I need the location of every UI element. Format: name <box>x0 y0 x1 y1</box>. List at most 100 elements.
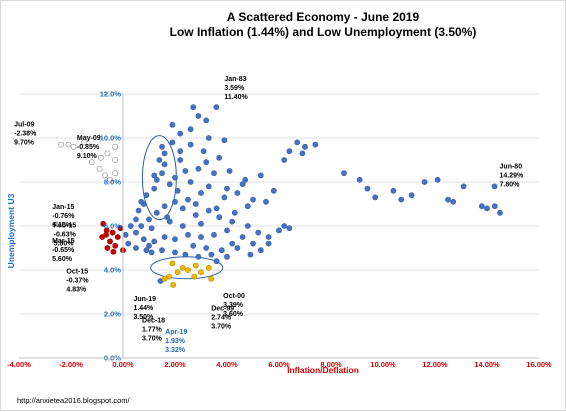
point-main <box>153 176 160 183</box>
point-main <box>187 126 194 133</box>
point-main <box>203 245 210 251</box>
point-main <box>408 192 415 199</box>
point-deflation <box>104 150 111 157</box>
annotation-line: Jan-15 <box>52 204 74 211</box>
annotation-label: Dec-18 1.77% 3.70% <box>142 318 165 343</box>
point-deflation <box>112 143 119 150</box>
point-main <box>161 150 168 157</box>
point-main <box>190 242 197 249</box>
annotation-line: 5.80% <box>54 240 75 247</box>
point-main <box>216 214 223 221</box>
point-main <box>166 218 173 225</box>
point-main <box>205 183 212 190</box>
y-tick-label: 8.0% <box>104 178 121 187</box>
annotation-line: -0.85% <box>77 144 100 151</box>
annotations: Jan-83 3.59% 11.40% Jul-09 -2.38% 9.70% May-09… <box>14 76 524 354</box>
x-tick-label: 2.00% <box>164 360 186 369</box>
annotation-line: 5.60% <box>52 256 73 263</box>
point-deflation <box>112 157 119 163</box>
point-main <box>265 240 272 247</box>
annotation-line: Apr-19 <box>165 329 187 336</box>
point-main <box>146 216 152 223</box>
point-main <box>491 183 498 190</box>
point-main <box>364 185 371 192</box>
point-recent <box>205 264 212 271</box>
chart-subtitle: Low Inflation (1.44%) and Low Unemployme… <box>170 25 477 39</box>
point-main <box>169 121 176 128</box>
annotation-label: Apr-19 1.93% 3.32% <box>165 329 187 354</box>
annotation-line: 1.44% <box>133 305 154 312</box>
point-main <box>198 220 204 227</box>
point-deflation <box>112 170 119 177</box>
x-tick-label: 12.00% <box>422 360 448 369</box>
point-main <box>216 154 223 161</box>
point-recent <box>191 273 198 280</box>
y-tick-label: 12.0% <box>100 90 122 99</box>
point-main <box>143 247 150 254</box>
point-main <box>148 249 155 256</box>
point-main <box>257 247 264 254</box>
ellipse-cluster-high <box>141 135 177 221</box>
annotation-label: Jan-15 -0.76% 6.10% <box>52 204 75 229</box>
point-recent <box>169 260 176 267</box>
point-main <box>211 170 217 177</box>
annotation-line: 3.70% <box>211 324 232 331</box>
annotation-line: 14.29% <box>500 172 525 179</box>
point-main <box>177 157 184 163</box>
x-tick-label: 6.00% <box>268 360 290 369</box>
point-main <box>159 247 165 254</box>
point-main <box>187 141 194 148</box>
y-tick-label: 2.0% <box>104 310 121 319</box>
annotation-line: Oct-15 <box>66 269 88 276</box>
point-main <box>177 130 184 137</box>
point-main <box>213 104 220 111</box>
point-main <box>229 240 236 247</box>
point-main <box>164 214 171 221</box>
annotation-line: 11.40% <box>224 94 248 101</box>
point-main <box>265 234 272 240</box>
point-deflation <box>107 176 113 183</box>
point-main <box>133 216 139 223</box>
point-main <box>221 137 228 144</box>
point-main <box>153 209 160 216</box>
point-main <box>242 176 249 183</box>
point-main <box>177 148 184 155</box>
y-tick-label: 10.0% <box>100 134 122 143</box>
annotation-line: -0.76% <box>52 213 75 220</box>
point-main <box>390 187 397 194</box>
point-main <box>213 258 220 265</box>
annotation-line: 3.70% <box>142 336 163 343</box>
point-main <box>166 181 173 188</box>
x-tick-label: 10.00% <box>370 360 396 369</box>
point-main <box>434 176 441 183</box>
data-points <box>58 104 503 288</box>
annotation-label: Feb-15 -0.63% 5.80% <box>54 222 77 247</box>
point-main <box>122 231 129 238</box>
annotation-label: Dec-99 2.74% 3.70% <box>211 306 234 331</box>
point-deflation <box>96 165 103 172</box>
point-main <box>151 238 158 245</box>
point-recent <box>174 269 181 276</box>
point-main <box>172 198 178 205</box>
annotation-line: Mar-15 <box>52 238 75 245</box>
point-main <box>205 135 212 141</box>
point-main <box>192 212 199 218</box>
x-tick-label: 8.00% <box>320 360 342 369</box>
point-mild-deflation <box>110 248 117 255</box>
point-main <box>478 203 485 210</box>
x-tick-label: 0.00% <box>112 360 134 369</box>
axes: 0.0%2.0%4.0%6.0%8.0%10.0%12.0%-4.00% -2.0… <box>7 90 552 370</box>
point-mild-deflation <box>100 220 107 227</box>
point-main <box>281 223 288 229</box>
point-main <box>182 251 189 258</box>
annotation-line: 3.50% <box>133 314 154 321</box>
annotation-label: May-09 -0.85% 9.10% <box>77 135 101 160</box>
annotation-label: Jun-19 1.44% 3.50% <box>133 296 156 321</box>
point-mild-deflation <box>104 245 111 251</box>
point-main <box>192 201 199 207</box>
annotation-line: 1.93% <box>165 338 186 345</box>
point-main <box>161 203 168 210</box>
point-main <box>198 234 204 240</box>
point-main <box>198 190 204 196</box>
